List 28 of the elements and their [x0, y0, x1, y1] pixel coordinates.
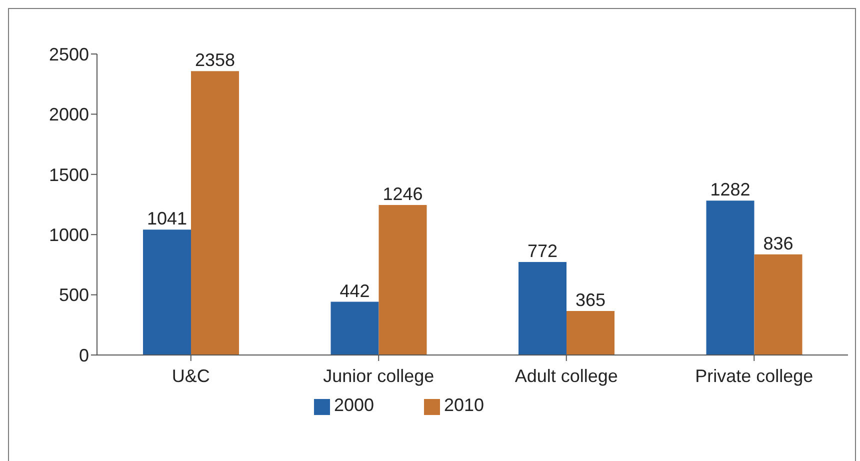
- bar: [191, 71, 239, 355]
- x-tick-label: Adult college: [514, 366, 618, 386]
- y-tick-label: 1500: [48, 164, 89, 185]
- bar: [706, 200, 754, 355]
- bar: [754, 254, 802, 355]
- bar: [330, 302, 379, 355]
- bar: [566, 311, 614, 355]
- data-label: 1041: [146, 208, 188, 229]
- x-tick-label: Junior college: [323, 366, 434, 386]
- y-tick-label: 0: [78, 345, 89, 366]
- data-label: 442: [340, 280, 370, 301]
- legend-label: 2000: [334, 395, 374, 415]
- x-tick-label: Private college: [695, 366, 814, 386]
- y-tick-label: 2500: [48, 44, 89, 64]
- y-tick-label: 1000: [48, 224, 89, 245]
- data-label: 1282: [710, 180, 750, 200]
- bar: [143, 230, 191, 355]
- data-label: 836: [763, 233, 794, 254]
- data-label: 772: [527, 241, 558, 262]
- bar: [518, 262, 566, 355]
- bar: [378, 204, 427, 355]
- data-label: 1246: [382, 184, 423, 204]
- y-tick-label: 2000: [48, 104, 89, 125]
- legend-label: 2010: [444, 395, 484, 415]
- x-tick-label: U&C: [172, 366, 210, 386]
- y-tick-label: 500: [58, 285, 89, 306]
- data-label: 365: [575, 290, 606, 310]
- data-label: 2358: [194, 50, 236, 70]
